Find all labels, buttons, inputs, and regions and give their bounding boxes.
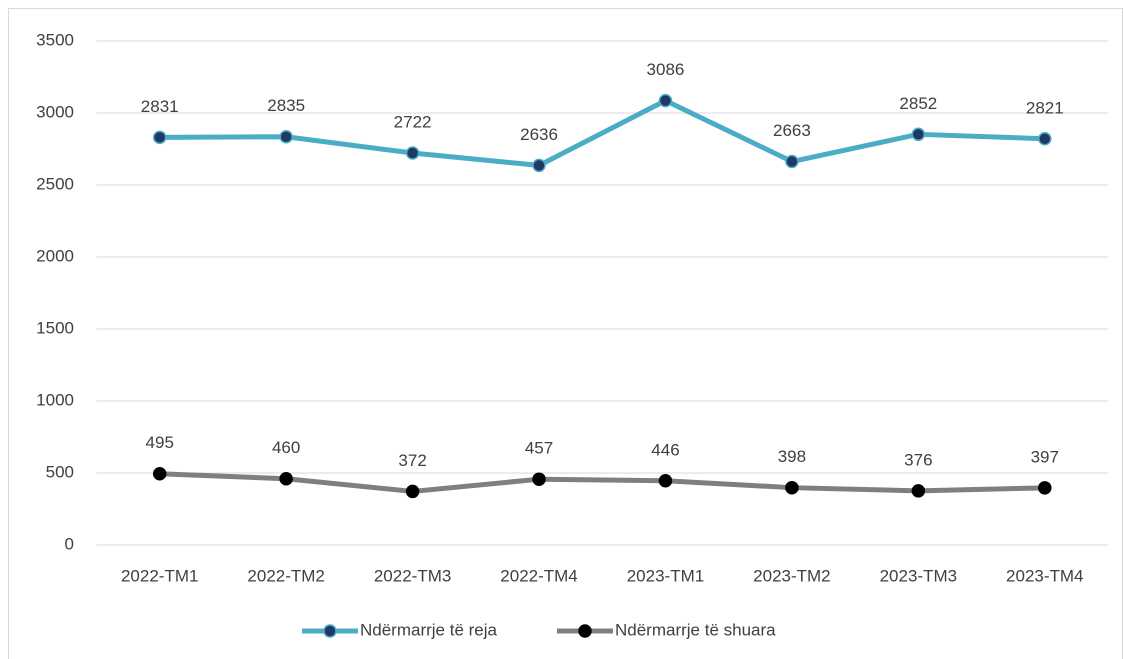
data-point — [279, 130, 293, 144]
data-label: 398 — [778, 447, 806, 466]
data-point — [911, 127, 926, 142]
data-point — [785, 480, 799, 495]
chart-frame — [8, 8, 1123, 659]
y-tick-label: 500 — [46, 462, 74, 481]
y-tick-label: 1000 — [36, 390, 74, 409]
data-label: 2852 — [899, 94, 937, 113]
data-label: 2663 — [773, 121, 811, 140]
y-tick-label: 1500 — [36, 318, 74, 337]
data-label: 2831 — [141, 97, 179, 116]
series-line — [159, 471, 1045, 494]
y-tick-label: 2500 — [36, 174, 74, 193]
legend-label: Ndërmarrje të shuara — [615, 620, 776, 639]
x-tick-label: 2023-TM3 — [880, 566, 957, 585]
data-label: 3086 — [647, 60, 685, 79]
y-tick-label: 0 — [65, 534, 74, 553]
data-point — [152, 466, 167, 481]
data-label: 460 — [272, 438, 300, 457]
y-tick-label: 3500 — [36, 30, 74, 49]
y-tick-label: 3000 — [36, 102, 74, 121]
data-label: 2636 — [520, 125, 558, 144]
x-tick-label: 2022-TM3 — [374, 566, 451, 585]
x-tick-label: 2022-TM2 — [247, 566, 324, 585]
y-tick-label: 2000 — [36, 246, 74, 265]
data-point — [405, 146, 420, 160]
data-point — [658, 93, 673, 108]
data-label: 2821 — [1026, 98, 1064, 117]
legend-label: Ndërmarrje të reja — [360, 620, 498, 639]
legend-marker — [578, 624, 592, 638]
x-tick-label: 2022-TM4 — [500, 566, 577, 585]
data-point — [785, 154, 799, 169]
data-label: 495 — [146, 433, 174, 452]
data-point — [152, 130, 167, 145]
data-label: 457 — [525, 439, 553, 458]
data-label: 446 — [651, 440, 679, 459]
data-label: 397 — [1031, 447, 1059, 466]
data-point — [658, 474, 673, 488]
data-point — [532, 158, 546, 173]
data-label: 2835 — [267, 96, 305, 115]
data-point — [532, 472, 546, 486]
data-point — [405, 484, 420, 499]
legend-marker — [323, 624, 337, 638]
data-point — [1038, 132, 1052, 146]
data-point — [1038, 481, 1052, 495]
data-point — [911, 484, 926, 498]
data-label: 376 — [904, 450, 932, 469]
data-label: 372 — [398, 451, 426, 470]
series-line — [159, 98, 1045, 168]
x-tick-label: 2022-TM1 — [121, 566, 198, 585]
x-tick-label: 2023-TM1 — [627, 566, 704, 585]
x-tick-label: 2023-TM4 — [1006, 566, 1083, 585]
x-tick-label: 2023-TM2 — [753, 566, 830, 585]
data-point — [279, 472, 293, 486]
data-label: 2722 — [394, 113, 432, 132]
